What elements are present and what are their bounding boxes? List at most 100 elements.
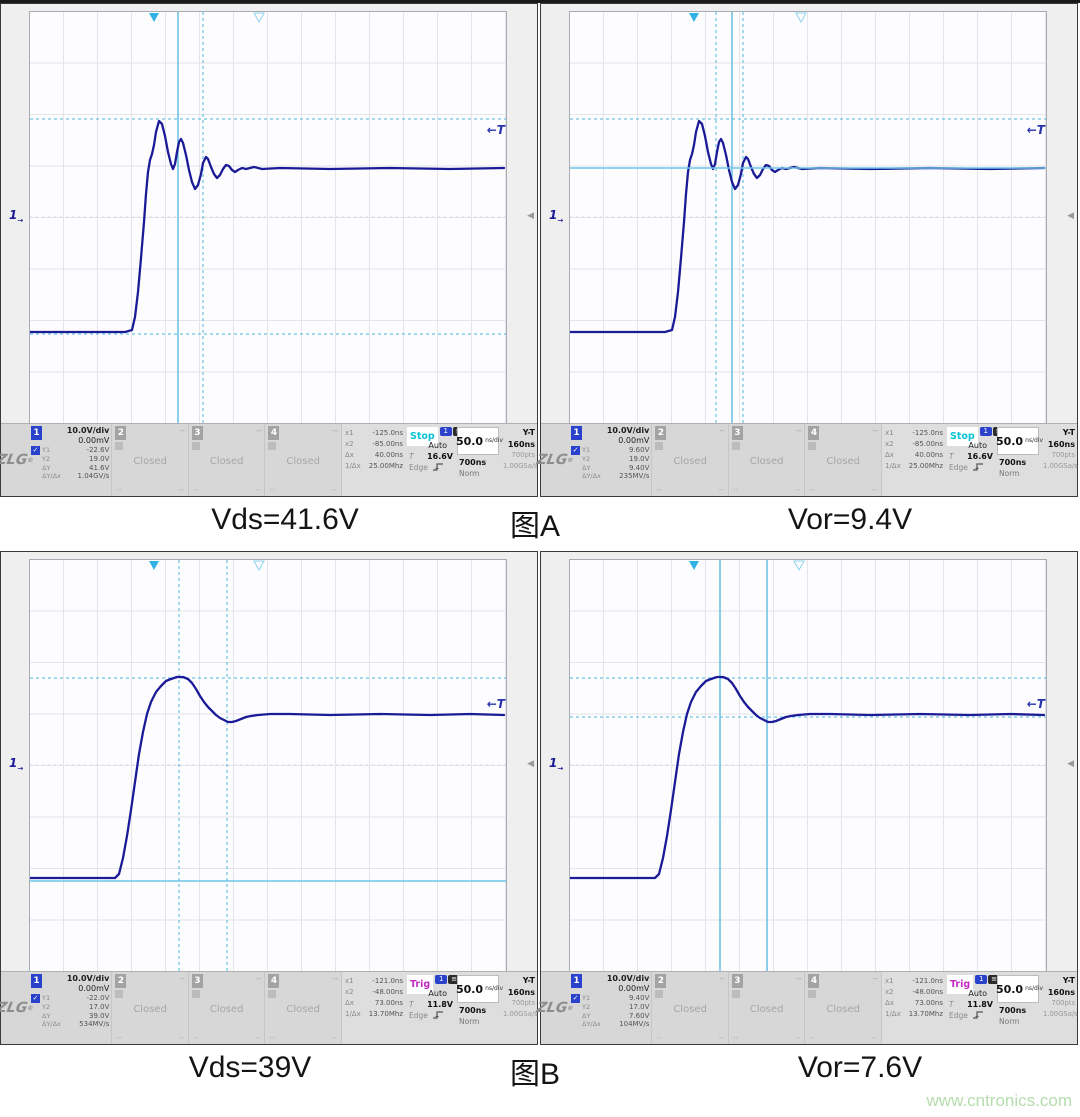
registered-mark: ® <box>566 456 574 464</box>
trigger-source-label: T <box>409 452 414 461</box>
delta-x-value: 73.00ns <box>914 998 943 1007</box>
timebase-column: 50.0 ns/div 700ns Norm <box>456 426 503 494</box>
acquire-mode: Norm <box>459 469 480 478</box>
channel-2-block[interactable]: 2 -- Closed -- -- <box>111 972 188 1044</box>
channel-key-icon[interactable]: 1 <box>435 975 448 984</box>
trigger-status-column: Trig 1 ≡ Auto T 11.8V Edge <box>406 974 461 1042</box>
channel-marker[interactable]: 1→ <box>549 208 563 224</box>
run-state-button[interactable]: Trig <box>947 975 974 994</box>
channel-marker[interactable]: 1→ <box>9 756 23 772</box>
channel-2-value: -- <box>179 974 185 983</box>
run-state-button[interactable]: Stop <box>407 427 438 446</box>
registered-mark: ® <box>26 1004 34 1012</box>
channel-3-block[interactable]: 3 -- Closed -- -- <box>187 972 265 1044</box>
delta-x-label: Δx <box>885 998 894 1007</box>
menu-icon[interactable]: ≡ <box>448 975 461 984</box>
channel-3-subbadge <box>191 442 200 450</box>
run-state-button[interactable]: Trig <box>407 975 434 994</box>
cursor-checkbox-icon[interactable]: ✓ <box>571 994 580 1004</box>
y2-label: Y2 <box>582 454 591 463</box>
caption-figure-a: 图A <box>509 510 560 543</box>
channel-2-block[interactable]: 2 -- Closed -- -- <box>111 424 188 496</box>
record-points: 700pts <box>1051 999 1076 1008</box>
channel-1-badge: 1 <box>31 974 42 988</box>
y2-value: 19.0V <box>628 454 650 463</box>
channel-1-block[interactable]: 1 10.0V/div 0.00mV ✓ Y1 9.40V Y2 17.0V ΔY 7.… <box>569 972 651 1044</box>
right-edge-arrow-icon: ◀ <box>1067 759 1074 769</box>
trigger-type[interactable]: Edge <box>949 462 968 472</box>
channel-marker[interactable]: 1→ <box>549 756 563 772</box>
x1-value: -121.0ns <box>372 977 403 985</box>
zlg-logo-text: ZLG <box>0 452 29 468</box>
right-edge-arrow-icon: ◀ <box>1067 211 1074 221</box>
channel-3-value: -- <box>256 426 262 435</box>
waveform-canvas <box>570 12 1046 424</box>
timebase-box[interactable]: 50.0 ns/div <box>456 427 503 455</box>
x2-label: x2 <box>345 439 354 448</box>
channel-1-scale: 10.0V/div 0.00mV <box>606 974 650 993</box>
run-state-button[interactable]: Stop <box>947 427 978 446</box>
caption-vds-b: Vds=39V <box>188 1051 312 1084</box>
delta-y-label: ΔY <box>582 1011 591 1020</box>
right-edge-arrow-icon: ◀ <box>527 759 534 769</box>
trigger-mode[interactable]: Auto <box>968 989 987 998</box>
sample-rate: 1.00GSa/s <box>1043 1009 1078 1018</box>
trigger-type[interactable]: Edge <box>409 462 428 472</box>
waveform-canvas <box>570 560 1046 972</box>
window-length: 700ns <box>999 458 1027 467</box>
trigger-source-label: T <box>949 452 954 461</box>
channel-key-icon[interactable]: 1 <box>975 975 988 984</box>
slew-label: ΔY/Δx <box>42 1020 61 1029</box>
channel-2-closed: Closed <box>133 456 167 467</box>
channel-2-badge: 2 <box>115 974 127 988</box>
y1-value: 9.40V <box>628 994 650 1003</box>
channel-2-value: -- <box>179 426 185 435</box>
channel-4-block[interactable]: 4 -- Closed -- -- <box>264 972 341 1044</box>
trigger-level-value: 16.6V <box>427 452 453 461</box>
channel-4-block[interactable]: 4 -- Closed -- -- <box>264 424 341 496</box>
trigger-type[interactable]: Edge <box>949 1010 968 1020</box>
inv-delta-x-label: 1/Δx <box>885 1009 901 1018</box>
channel-4-block[interactable]: 4 -- Closed -- -- <box>804 972 881 1044</box>
channel-4-block[interactable]: 4 -- Closed -- -- <box>804 424 881 496</box>
registered-mark: ® <box>566 1004 574 1012</box>
trigger-type[interactable]: Edge <box>409 1010 428 1020</box>
channel-3-block[interactable]: 3 -- Closed -- -- <box>727 972 805 1044</box>
delta-y-label: ΔY <box>42 1011 51 1020</box>
channel-key-icon[interactable]: 1 <box>439 427 452 436</box>
channel-1-scale: 10.0V/div 0.00mV <box>66 426 110 445</box>
menu-icon[interactable]: ≡ <box>988 975 1001 984</box>
channel-key-icon[interactable]: 1 <box>979 427 992 436</box>
trigger-source-label: T <box>949 1000 954 1009</box>
channel-4-subbadge <box>808 990 817 998</box>
channel-1-block[interactable]: 1 10.0V/div 0.00mV ✓ Y1 9.60V Y2 19.0V ΔY 9.… <box>569 424 651 496</box>
channel-1-block[interactable]: 1 10.0V/div 0.00mV ✓ Y1 -22.0V Y2 17.0V ΔY 3… <box>29 972 111 1044</box>
x-cursor-readout: x1 -125.0ns x2 -85.00ns Δx 40.00ns 1/Δx 25.0… <box>342 426 406 494</box>
trigger-mode[interactable]: Auto <box>968 441 987 450</box>
channel-4-closed: Closed <box>286 456 321 467</box>
channel-marker[interactable]: 1→ <box>9 208 23 224</box>
timebase-box[interactable]: 50.0 ns/div <box>456 975 503 1003</box>
sample-rate: 1.00GSa/s <box>503 1009 538 1018</box>
cursor-checkbox-icon[interactable]: ✓ <box>31 994 40 1004</box>
trigger-mode[interactable]: Auto <box>428 441 447 450</box>
channel-1-block[interactable]: 1 10.0V/div 0.00mV ✓ Y1 -22.6V Y2 19.0V ΔY 4… <box>29 424 111 496</box>
channel-3-closed: Closed <box>749 456 784 467</box>
x2-value: -48.00ns <box>912 987 943 996</box>
y1-label: Y1 <box>42 994 51 1003</box>
channel-2-block[interactable]: 2 -- Closed -- -- <box>651 424 728 496</box>
cursor-checkbox-icon[interactable]: ✓ <box>571 446 580 456</box>
cursor-checkbox-icon[interactable]: ✓ <box>31 446 40 456</box>
timebase-box[interactable]: 50.0 ns/div <box>996 427 1043 455</box>
cursor-measurements: Y1 9.60V Y2 19.0V ΔY 9.40V ΔY/Δx 235MV/s <box>582 446 649 481</box>
channel-3-block[interactable]: 3 -- Closed -- -- <box>187 424 265 496</box>
trigger-level-value: 11.8V <box>427 1000 453 1009</box>
trigger-level-value: 16.6V <box>967 452 993 461</box>
acquire-mode: Norm <box>459 1017 480 1026</box>
channel-3-block[interactable]: 3 -- Closed -- -- <box>727 424 805 496</box>
channel-2-block[interactable]: 2 -- Closed -- -- <box>651 972 728 1044</box>
x1-value: -121.0ns <box>912 977 943 985</box>
trigger-mode[interactable]: Auto <box>428 989 447 998</box>
timebase-box[interactable]: 50.0 ns/div <box>996 975 1043 1003</box>
